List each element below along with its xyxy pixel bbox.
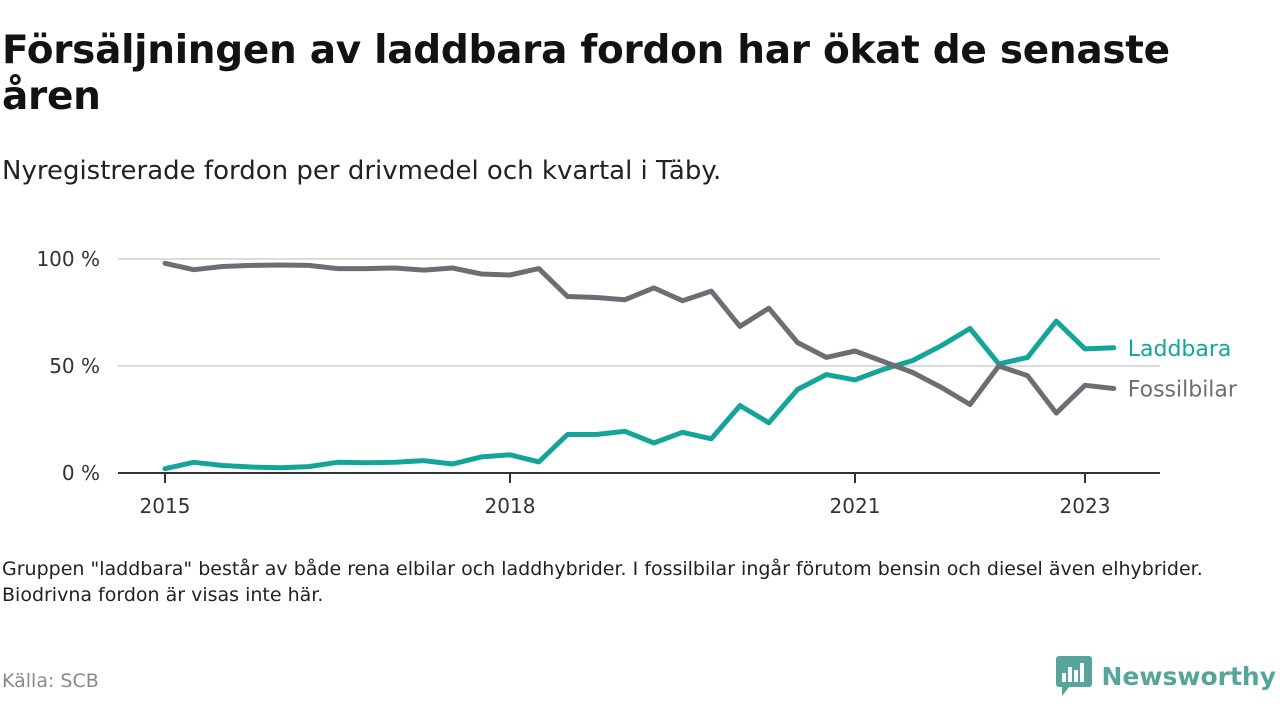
y-tick-label-50: 50 % [49, 354, 100, 378]
x-tick-label-2015: 2015 [140, 494, 191, 518]
series-label-fossilbilar: Fossilbilar [1128, 377, 1238, 402]
brand-logo: Newsworthy [1055, 656, 1277, 696]
chart-note: Gruppen "laddbara" består av både rena e… [2, 558, 1203, 606]
y-tick-label-0: 0 % [62, 461, 100, 485]
x-tick-label-2021: 2021 [830, 494, 881, 518]
line-chart: 0 % 50 % 100 % 2015 2018 2021 2023 Laddbara Foss… [36, 247, 1238, 518]
newsworthy-logo-icon [1055, 656, 1092, 696]
chart-subtitle: Nyregistrerade fordon per drivmedel och … [2, 156, 722, 186]
series-line-laddbara [162, 318, 1117, 472]
series-line-fossilbilar [162, 260, 1117, 416]
y-tick-label-100: 100 % [36, 247, 100, 271]
x-tick-label-2023: 2023 [1060, 494, 1111, 518]
chart-title: Försäljningen av laddbara fordon har öka… [2, 28, 1170, 119]
source-label: Källa: SCB [2, 670, 99, 692]
brand-name: Newsworthy [1101, 661, 1277, 691]
x-tick-label-2018: 2018 [485, 494, 536, 518]
series-label-laddbara: Laddbara [1128, 337, 1232, 362]
